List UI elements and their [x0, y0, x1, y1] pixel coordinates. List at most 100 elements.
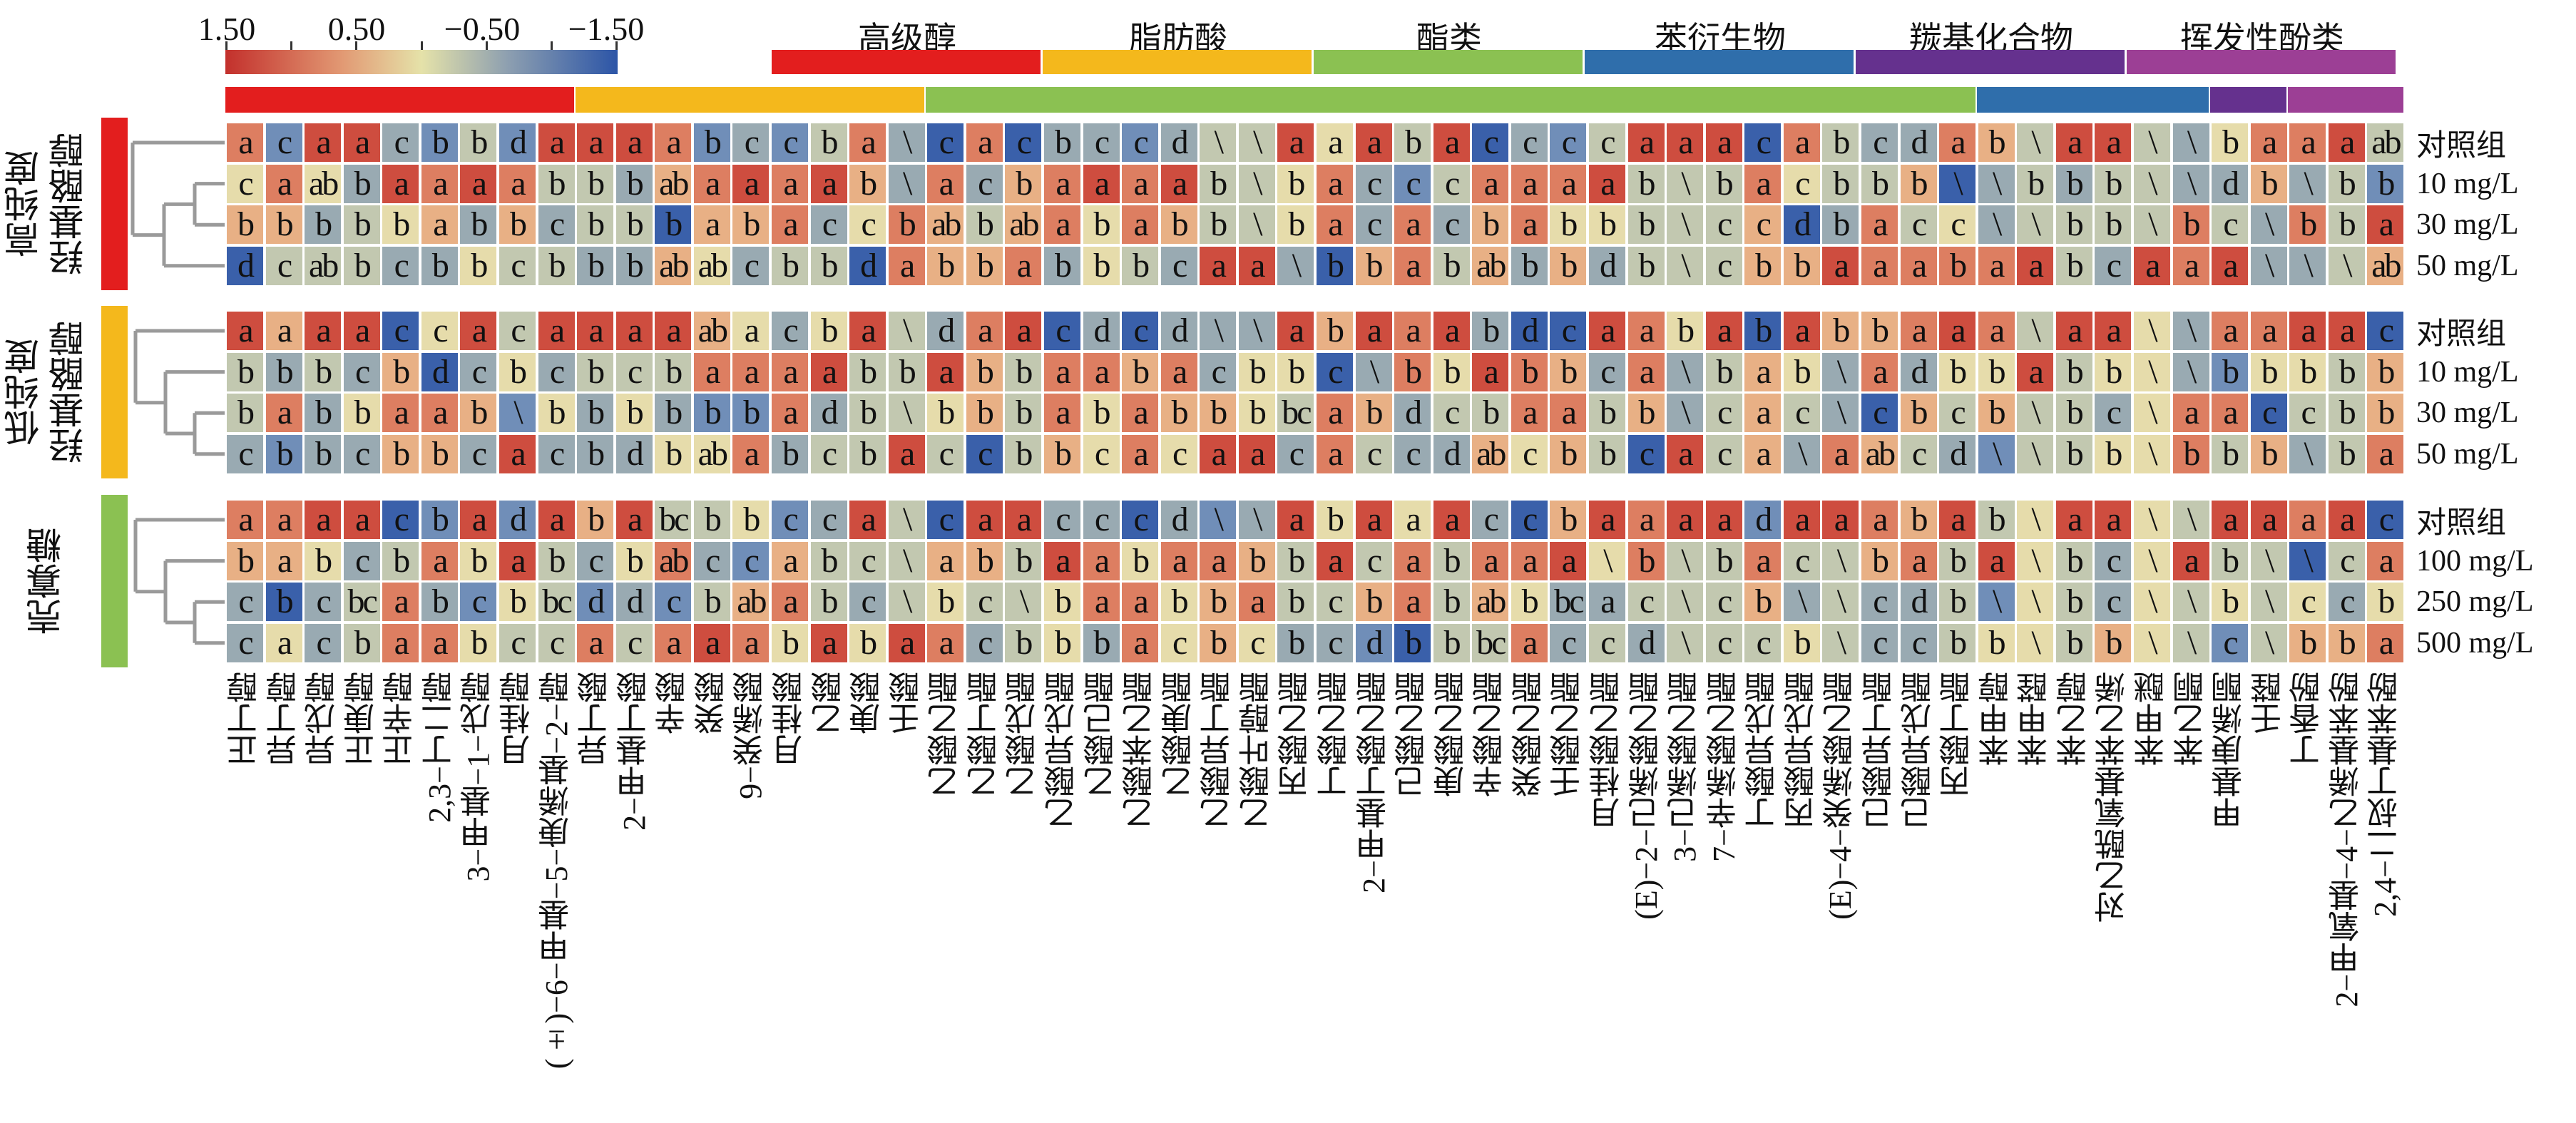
heatmap-cell: b: [1744, 246, 1782, 285]
heatmap-cell: a: [849, 501, 886, 539]
column-label: 壬酸: [888, 672, 926, 734]
heatmap-cell: b: [305, 541, 342, 580]
heatmap-cell: d: [499, 123, 536, 162]
column-label: 甲基庚烯酮: [2211, 672, 2249, 829]
column-label-text: 丁香酚: [2290, 672, 2326, 766]
heatmap-cell: a: [1200, 434, 1237, 473]
heatmap-cell: a: [499, 434, 536, 473]
column-label-text: 苯乙酮: [2173, 672, 2209, 766]
heatmap-cell: b: [1822, 123, 1859, 162]
heatmap-cell: a: [1472, 352, 1509, 391]
heatmap-cell: c: [538, 205, 575, 245]
column-label-text: 苯甲醛: [2018, 672, 2053, 766]
column-label: 乙酸叶醇酯: [1238, 672, 1277, 829]
heatmap-cell: b: [2017, 164, 2054, 203]
heatmap-cell: a: [1550, 394, 1587, 433]
heatmap-cell: b: [538, 541, 575, 580]
heatmap-cell: b: [421, 123, 458, 162]
heatmap-cell: a: [888, 246, 925, 285]
column-label-text: 壬醛: [2251, 672, 2286, 734]
heatmap-cell: a: [1744, 541, 1782, 580]
category-legend-swatch: [1585, 50, 1854, 74]
heatmap-cell: d: [1160, 312, 1197, 350]
heatmap-cell: c: [1705, 394, 1742, 433]
heatmap-cell: b: [1939, 623, 1976, 662]
heatmap-cell: a: [927, 541, 964, 580]
heatmap-cell: c: [2212, 623, 2249, 662]
heatmap-cell: \: [888, 394, 925, 433]
heatmap-cell: b: [577, 205, 614, 245]
heatmap-cell: a: [1667, 123, 1704, 162]
row-label: 50 mg/L: [2416, 437, 2519, 471]
column-label: 庚酸乙酯: [1433, 672, 1471, 797]
heatmap-cell: b: [1355, 246, 1392, 285]
heatmap-cell: b: [305, 352, 342, 391]
heatmap-cell: b: [1939, 583, 1976, 622]
heatmap-cell: d: [1900, 352, 1937, 391]
column-label: 苯甲醇: [1978, 672, 2016, 766]
heatmap-cell: b: [927, 246, 964, 285]
heatmap-cell: a: [2328, 501, 2365, 539]
heatmap-cell: ab: [693, 312, 730, 350]
heatmap-cell: a: [1238, 246, 1275, 285]
heatmap-cell: b: [2328, 623, 2365, 662]
heatmap-cell: c: [810, 501, 847, 539]
heatmap-cell: b: [1978, 623, 2015, 662]
heatmap-cell: c: [693, 541, 730, 580]
column-label-text: 乙酸异戊酯: [1044, 672, 1080, 829]
column-label-text: 月桂酸乙酯: [1589, 672, 1625, 829]
heatmap-cell: a: [2212, 312, 2249, 350]
heatmap-cell: a: [732, 164, 770, 203]
heatmap-cell: b: [1550, 501, 1587, 539]
heatmap-cell: b: [1822, 164, 1859, 203]
heatmap-cell: \: [1238, 164, 1275, 203]
heatmap-cell: ab: [693, 434, 730, 473]
heatmap-cell: b: [810, 312, 847, 350]
heatmap-cell: a: [2289, 123, 2326, 162]
heatmap-cell: a: [343, 123, 380, 162]
heatmap-cell: b: [1200, 623, 1237, 662]
column-label: 正丁醇: [226, 672, 265, 766]
heatmap-cell: b: [1277, 352, 1314, 391]
heatmap-cell: b: [1939, 541, 1976, 580]
heatmap-cell: b: [655, 205, 692, 245]
heatmap-cell: b: [2172, 205, 2209, 245]
heatmap-cell: a: [1433, 501, 1470, 539]
heatmap-cell: c: [1160, 623, 1197, 662]
heatmap-cell: a: [1822, 434, 1859, 473]
heatmap-cell: c: [265, 246, 302, 285]
heatmap-cell: b: [1083, 246, 1120, 285]
heatmap-cell: b: [343, 623, 380, 662]
heatmap-cell: a: [1160, 352, 1197, 391]
heatmap-cell: b: [421, 246, 458, 285]
heatmap-cell: c: [1861, 583, 1898, 622]
heatmap-cell: c: [1316, 352, 1353, 391]
heatmap-cell: c: [1783, 394, 1820, 433]
heatmap-cell: a: [265, 501, 302, 539]
heatmap-cell: b: [1160, 205, 1197, 245]
colorbar-tick-label: −0.50: [444, 11, 521, 47]
heatmap-cell: \: [888, 312, 925, 350]
column-label: 己酸异丁酯: [1861, 672, 1899, 829]
heatmap-cell: \: [1783, 434, 1820, 473]
column-label-text: 异丁醇: [266, 672, 302, 766]
heatmap-cell: a: [382, 164, 419, 203]
heatmap-cell: b: [1822, 205, 1859, 245]
heatmap-cell: a: [1122, 394, 1159, 433]
heatmap-cell: a: [2250, 312, 2287, 350]
heatmap-cell: \: [2133, 583, 2170, 622]
heatmap-cell: c: [382, 123, 419, 162]
heatmap-cell: b: [771, 434, 808, 473]
heatmap-cell: a: [1394, 312, 1431, 350]
heatmap-cell: d: [810, 394, 847, 433]
heatmap-cell: \: [2017, 541, 2054, 580]
column-label: 异戊醇: [304, 672, 342, 766]
heatmap-cell: a: [1744, 434, 1782, 473]
column-label: 正辛醇: [382, 672, 420, 766]
column-label: 异丁醇: [265, 672, 304, 766]
heatmap-cell: c: [305, 623, 342, 662]
heatmap-cell: \: [1667, 394, 1704, 433]
heatmap-cell: c: [849, 541, 886, 580]
heatmap-cell: b: [693, 583, 730, 622]
heatmap-cell: b: [343, 246, 380, 285]
